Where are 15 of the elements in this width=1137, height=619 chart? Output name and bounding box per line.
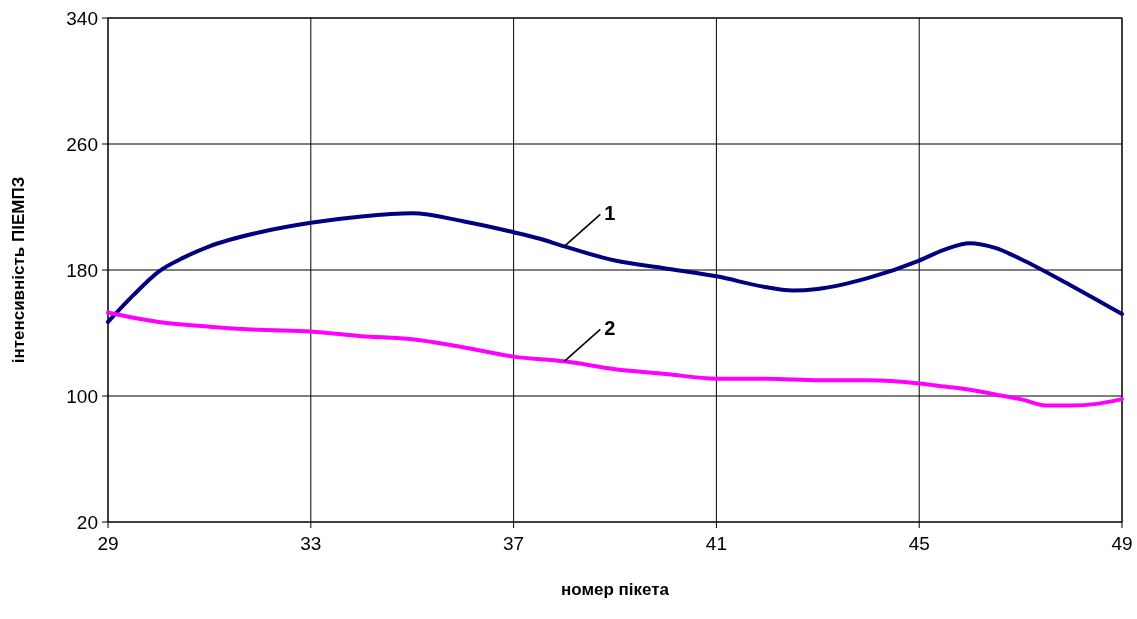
x-tick-label: 37 <box>503 533 525 554</box>
y-tick-label: 260 <box>66 133 98 155</box>
y-tick-label: 100 <box>66 385 98 407</box>
y-tick-label: 340 <box>66 7 98 29</box>
x-tick-label: 29 <box>97 533 119 554</box>
y-axis-title: інтенсивність ПІЕМПЗ <box>9 176 28 364</box>
series-label: 1 <box>604 202 616 225</box>
x-tick-label: 49 <box>1111 533 1133 554</box>
y-tick-label: 180 <box>66 259 98 281</box>
y-tick-label: 20 <box>76 511 98 533</box>
x-tick-label: 41 <box>705 533 727 554</box>
x-tick-label: 45 <box>908 533 930 554</box>
series-label: 2 <box>604 317 616 340</box>
x-tick-label: 33 <box>300 533 322 554</box>
x-axis-title: номер пікета <box>560 580 670 599</box>
